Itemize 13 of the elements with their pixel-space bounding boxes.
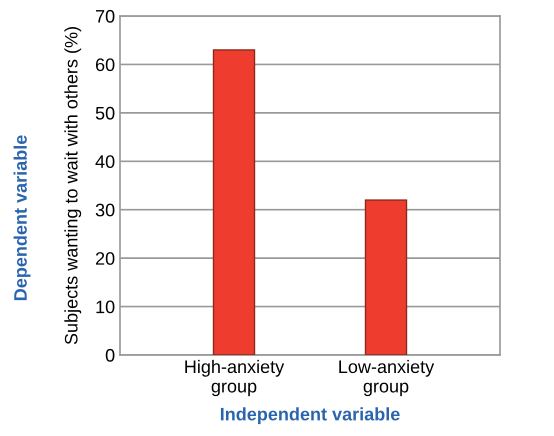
y-tick-label: 30 — [96, 204, 114, 216]
x-axis-title: Independent variable — [220, 407, 400, 424]
y-tick-label: 20 — [96, 252, 114, 265]
y-tick-label: 50 — [96, 106, 114, 120]
y-tick-label: 0 — [106, 348, 114, 362]
text: Dependent variable — [14, 135, 30, 300]
y-axis-title: Subjects wanting to wait with others (%) — [64, 27, 82, 344]
x-tick-label: High-anxiety group — [185, 360, 284, 396]
y-tick-label: 40 — [95, 155, 114, 168]
y-tick-label: 60 — [96, 58, 114, 72]
x-tick-label: Low-anxiety group — [339, 360, 434, 396]
y-tick-label: 10 — [96, 300, 114, 314]
y-tick-label: 70 — [96, 10, 114, 23]
